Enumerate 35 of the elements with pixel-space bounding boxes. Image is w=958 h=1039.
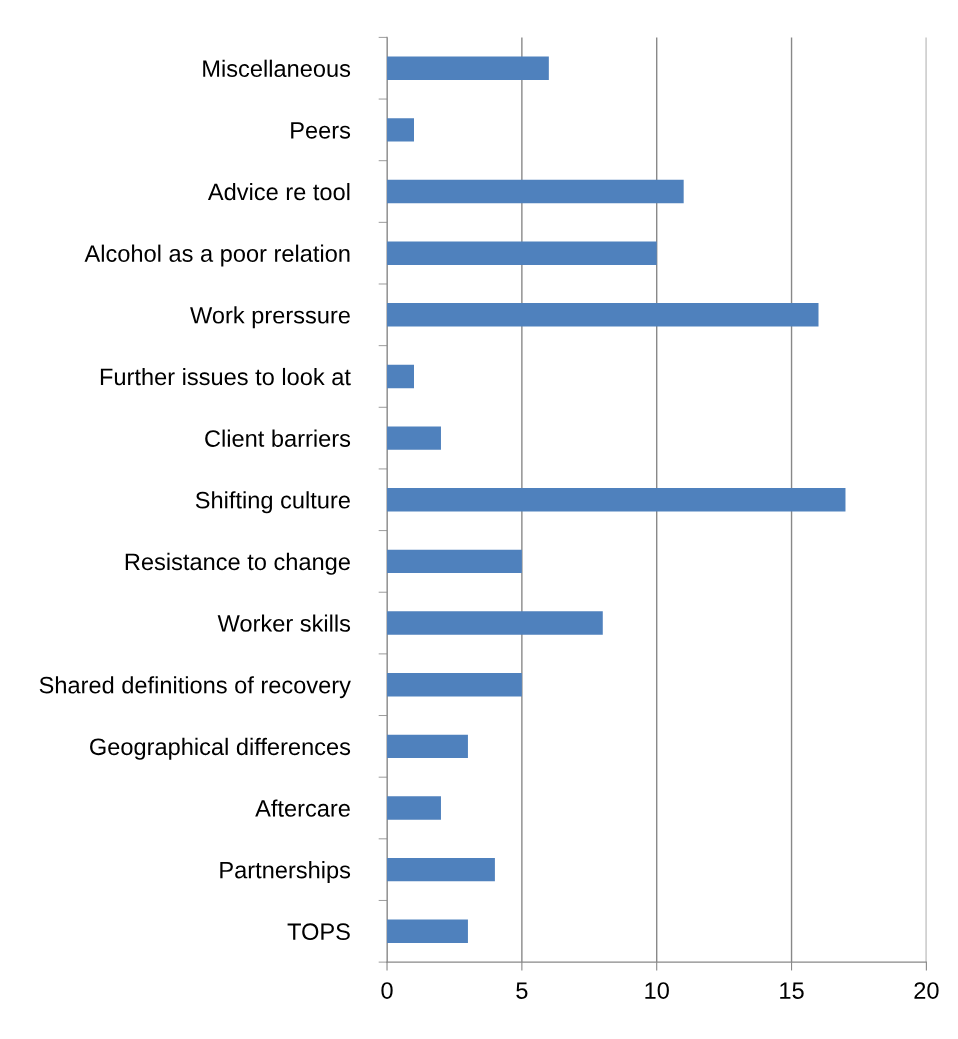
y-tick-label: Further issues to look at xyxy=(100,367,351,386)
bar xyxy=(387,611,603,635)
y-tick-label: Aftercare xyxy=(255,799,350,817)
y-tick-label: Miscellaneous xyxy=(203,59,351,78)
bar xyxy=(387,426,441,450)
y-tick-label: Work prerssure xyxy=(190,306,350,329)
bar xyxy=(387,857,495,882)
bar xyxy=(387,672,522,697)
x-tick-label: 0 xyxy=(381,982,393,999)
y-tick-label: Worker skills xyxy=(217,614,351,632)
bar xyxy=(387,241,657,265)
x-tick-label: 5 xyxy=(516,982,528,999)
bar xyxy=(387,364,414,389)
x-tick-label: 10 xyxy=(645,982,669,999)
y-tick-label: Shared definitions of recovery xyxy=(39,676,351,699)
bar xyxy=(387,734,468,759)
y-tick-label: Client barriers xyxy=(205,429,351,447)
y-tick-label: Peers xyxy=(291,122,351,139)
bar xyxy=(387,56,549,80)
y-tick-label: Advice re tool xyxy=(207,182,350,201)
bar xyxy=(387,303,819,327)
x-tick-label: 20 xyxy=(914,982,939,999)
y-tick-label: Shifting culture xyxy=(195,491,350,514)
y-tick-label: Geographical differences xyxy=(90,737,351,760)
y-tick-label: Resistance to change xyxy=(125,552,350,575)
bar xyxy=(387,549,522,574)
x-tick-label: 15 xyxy=(780,982,804,999)
bar xyxy=(387,179,684,204)
y-tick-label: Alcohol as a poor relation xyxy=(84,244,350,267)
bar xyxy=(387,796,441,820)
bar xyxy=(387,118,414,142)
y-tick-label: TOPS xyxy=(287,923,350,941)
bar xyxy=(387,488,846,512)
bar xyxy=(387,919,468,943)
y-tick-label: Partnerships xyxy=(220,861,351,884)
